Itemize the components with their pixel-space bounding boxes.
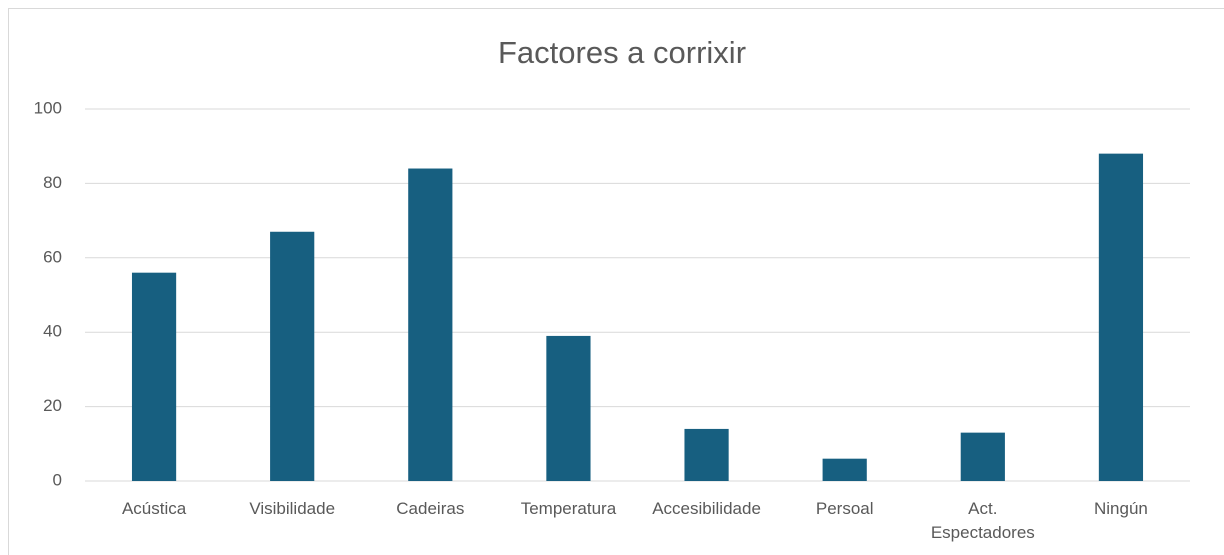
bar — [131, 272, 177, 481]
bar — [408, 168, 453, 481]
x-tick-label: Ningún — [1094, 499, 1148, 518]
x-tick-label: Acústica — [121, 499, 187, 518]
bar — [684, 428, 729, 481]
x-tick-label: Visibilidade — [249, 499, 336, 518]
chart-border — [8, 8, 1224, 555]
y-tick-label: 0 — [53, 470, 62, 489]
bar — [822, 458, 867, 481]
y-tick-label: 100 — [34, 98, 62, 117]
x-tick-label: Accesibilidade — [652, 499, 761, 518]
bar — [546, 335, 591, 481]
y-tick-label: 60 — [43, 247, 62, 266]
y-tick-label: 80 — [43, 173, 62, 192]
bar — [270, 231, 315, 481]
x-tick-label: Act. Espectadores — [930, 499, 1035, 542]
x-tick-label: Persoal — [815, 499, 874, 518]
chart-title: Factores a corrixir — [498, 35, 746, 70]
x-tick-label: Temperatura — [520, 499, 617, 518]
bar — [1098, 153, 1144, 481]
x-tick-label: Cadeiras — [396, 499, 465, 518]
y-tick-label: 40 — [43, 322, 62, 341]
bar — [960, 432, 1005, 481]
y-tick-label: 20 — [43, 396, 62, 415]
